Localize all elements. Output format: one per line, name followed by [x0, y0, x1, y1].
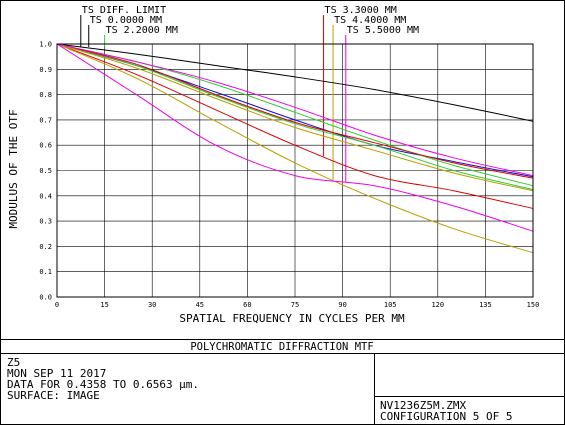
- legend-label: TS 2.2000 MM: [106, 25, 178, 36]
- legend-label: TS 5.5000 MM: [347, 25, 419, 36]
- x-tick-label: 150: [527, 301, 540, 309]
- x-axis-label: SPATIAL FREQUENCY IN CYCLES PER MM: [179, 312, 405, 325]
- x-tick-label: 0: [55, 301, 59, 309]
- mtf-curves: [56, 43, 534, 254]
- y-tick-label: 0.5: [39, 167, 52, 175]
- mtf-curve: [56, 43, 534, 232]
- y-tick-label: 0.1: [39, 268, 52, 276]
- y-tick-label: 0.9: [39, 66, 52, 74]
- y-tick-label: 0.7: [39, 116, 52, 124]
- info-line-3: DATA FOR 0.4358 TO 0.6563 µm.: [7, 378, 199, 391]
- legend-label: TS DIFF. LIMIT: [82, 5, 166, 16]
- x-tick-label: 135: [479, 301, 492, 309]
- legend-label: TS 3.3000 MM: [325, 5, 397, 16]
- x-tick-label: 120: [431, 301, 444, 309]
- legend-leads: [80, 15, 347, 183]
- legend-label: TS 4.4000 MM: [334, 15, 406, 26]
- y-axis-label: MODULUS OF THE OTF: [7, 109, 20, 228]
- x-tick-label: 30: [148, 301, 156, 309]
- chart-title: POLYCHROMATIC DIFFRACTION MTF: [190, 341, 373, 353]
- y-tick-label: 0.4: [39, 192, 52, 200]
- mtf-curve: [56, 43, 534, 254]
- y-tick-labels: 0.0 0.1 0.2 0.3 0.4 0.5 0.6 0.7 0.8 0.9 1.0: [39, 41, 52, 302]
- y-tick-label: 1.0: [39, 41, 52, 49]
- mtf-curve: [56, 43, 534, 209]
- mtf-curve: [56, 43, 534, 190]
- x-tick-label: 90: [338, 301, 346, 309]
- x-tick-labels: 0 15 30 45 60 75 90 105 120 135 150: [55, 301, 539, 309]
- info-line-4: SURFACE: IMAGE: [7, 389, 100, 402]
- y-tick-label: 0.6: [39, 142, 52, 150]
- grid: [57, 44, 533, 297]
- mtf-curve: [56, 43, 534, 177]
- mtf-curve: [56, 43, 534, 122]
- x-tick-label: 15: [100, 301, 108, 309]
- y-tick-label: 0.2: [39, 243, 52, 251]
- y-tick-label: 0.0: [39, 294, 52, 302]
- x-tick-label: 45: [196, 301, 204, 309]
- info-line-2: MON SEP 11 2017: [7, 367, 106, 380]
- y-tick-label: 0.3: [39, 218, 52, 226]
- mtf-curve: [56, 43, 534, 192]
- info-line-1: Z5: [7, 356, 20, 369]
- y-tick-label: 0.8: [39, 91, 52, 99]
- configuration-label: CONFIGURATION 5 OF 5: [380, 410, 512, 423]
- lens-filename: NV1236Z5M.ZMX: [380, 399, 466, 412]
- x-tick-label: 60: [243, 301, 251, 309]
- legend-label: TS 0.0000 MM: [90, 15, 162, 26]
- mtf-curve: [56, 43, 534, 179]
- plot-frame: [56, 43, 534, 298]
- x-tick-label: 105: [384, 301, 397, 309]
- x-tick-label: 75: [291, 301, 299, 309]
